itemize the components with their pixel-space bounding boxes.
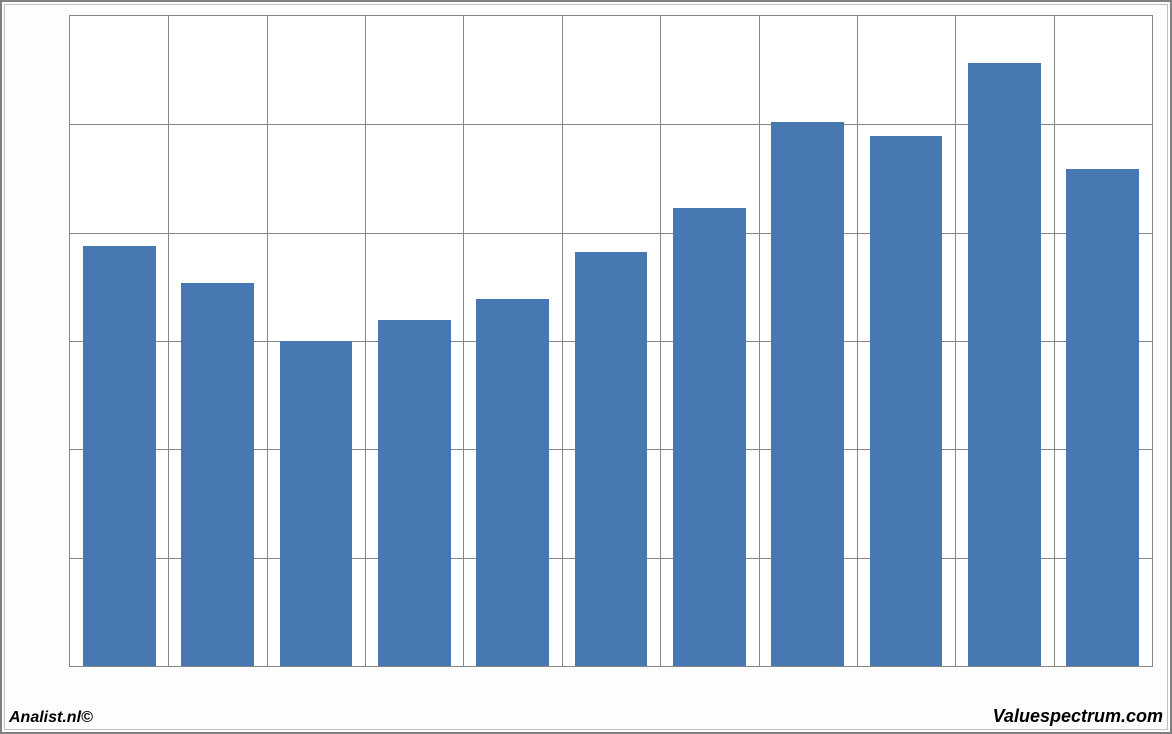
y-tick-label: 0 <box>69 656 70 668</box>
chart-inner: 0 200 400 600 800 1000 1200 2007 2008 2009 2010 201… <box>4 4 1168 730</box>
x-tick-label: 2012 <box>591 666 631 667</box>
y-tick-label: 600 <box>69 331 70 352</box>
x-tick-label: 2008 <box>198 666 238 667</box>
x-tick-label: 2017 <box>1083 666 1123 667</box>
bar <box>1066 169 1139 666</box>
bar <box>476 299 549 666</box>
bar <box>181 283 254 667</box>
bar <box>673 208 746 666</box>
x-tick-label: 2016 <box>984 666 1024 667</box>
x-tick-label: 2014 <box>788 666 828 667</box>
x-tick-label: 2011 <box>493 666 532 667</box>
gridline-v <box>562 16 563 666</box>
bar <box>280 341 353 666</box>
plot-wrapper: 0 200 400 600 800 1000 1200 2007 2008 2009 2010 201… <box>11 9 1161 701</box>
bar <box>575 252 648 666</box>
gridline-v <box>267 16 268 666</box>
gridline-v <box>660 16 661 666</box>
gridline-v <box>759 16 760 666</box>
y-tick-label: 800 <box>69 222 70 243</box>
x-tick-label: 2007 <box>99 666 139 667</box>
y-tick-label: 1000 <box>69 114 70 135</box>
y-tick-label: 200 <box>69 547 70 568</box>
bar <box>378 320 451 666</box>
gridline-v <box>463 16 464 666</box>
bar <box>771 122 844 666</box>
footer-left-text: Analist.nl© <box>9 709 93 727</box>
y-tick-label: 400 <box>69 439 70 460</box>
x-tick-label: 2013 <box>689 666 729 667</box>
bar <box>83 246 156 666</box>
gridline-v <box>365 16 366 666</box>
gridline-v <box>1054 16 1055 666</box>
bar <box>968 63 1041 666</box>
gridline-v <box>955 16 956 666</box>
x-tick-label: 2009 <box>296 666 336 667</box>
x-tick-label: 2010 <box>394 666 434 667</box>
y-tick-label: 1200 <box>69 15 70 27</box>
chart-frame: 0 200 400 600 800 1000 1200 2007 2008 2009 2010 201… <box>0 0 1172 734</box>
footer-right-text: Valuespectrum.com <box>993 706 1163 727</box>
chart-footer: Analist.nl© Valuespectrum.com <box>7 703 1165 727</box>
gridline-v <box>857 16 858 666</box>
x-tick-label: 2015 <box>886 666 926 667</box>
gridline-v <box>168 16 169 666</box>
bar <box>870 136 943 666</box>
plot-area: 0 200 400 600 800 1000 1200 2007 2008 2009 2010 201… <box>69 15 1153 667</box>
